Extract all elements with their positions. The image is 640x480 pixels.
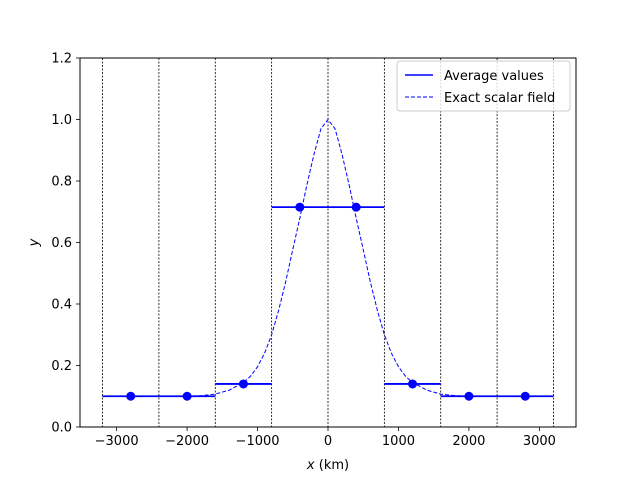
y-tick-label: 1.2 <box>51 52 72 67</box>
legend-average-values-label: Average values <box>444 69 544 84</box>
average-value-point <box>408 379 418 389</box>
average-values-layer <box>102 202 554 401</box>
average-value-point <box>182 391 192 401</box>
x-axis-ticks: −3000 −2000 −1000 0 1000 2000 3000 <box>95 427 556 449</box>
x-tick-label: −3000 <box>95 434 139 449</box>
average-value-point <box>520 391 530 401</box>
y-tick-label: 0.0 <box>51 421 72 436</box>
x-tick-label: 2000 <box>452 434 485 449</box>
legend-exact-scalar-field-label: Exact scalar field <box>444 91 555 106</box>
x-axis-label: x (km) <box>306 458 349 473</box>
legend: Average values Exact scalar field <box>396 60 571 112</box>
y-axis-label: y <box>27 238 42 247</box>
y-tick-label: 1.0 <box>51 113 72 128</box>
x-tick-label: 0 <box>324 434 332 449</box>
x-tick-label: −1000 <box>236 434 280 449</box>
average-value-point <box>295 202 305 212</box>
x-axis-label-var: x <box>306 458 315 473</box>
x-tick-label: −2000 <box>165 434 209 449</box>
y-axis-ticks: 0.0 0.2 0.4 0.6 0.8 1.0 1.2 <box>51 52 80 436</box>
y-tick-label: 0.6 <box>51 236 72 251</box>
average-value-point <box>238 379 248 389</box>
x-tick-label: 3000 <box>523 434 556 449</box>
average-value-point <box>126 391 136 401</box>
plot-area <box>102 58 554 427</box>
average-value-point <box>464 391 474 401</box>
legend-box <box>396 60 571 112</box>
x-tick-label: 1000 <box>382 434 415 449</box>
y-tick-label: 0.2 <box>51 359 72 374</box>
x-axis-label-unit: (km) <box>315 458 349 473</box>
y-tick-label: 0.8 <box>51 175 72 190</box>
y-tick-label: 0.4 <box>51 298 72 313</box>
average-value-point <box>351 202 361 212</box>
